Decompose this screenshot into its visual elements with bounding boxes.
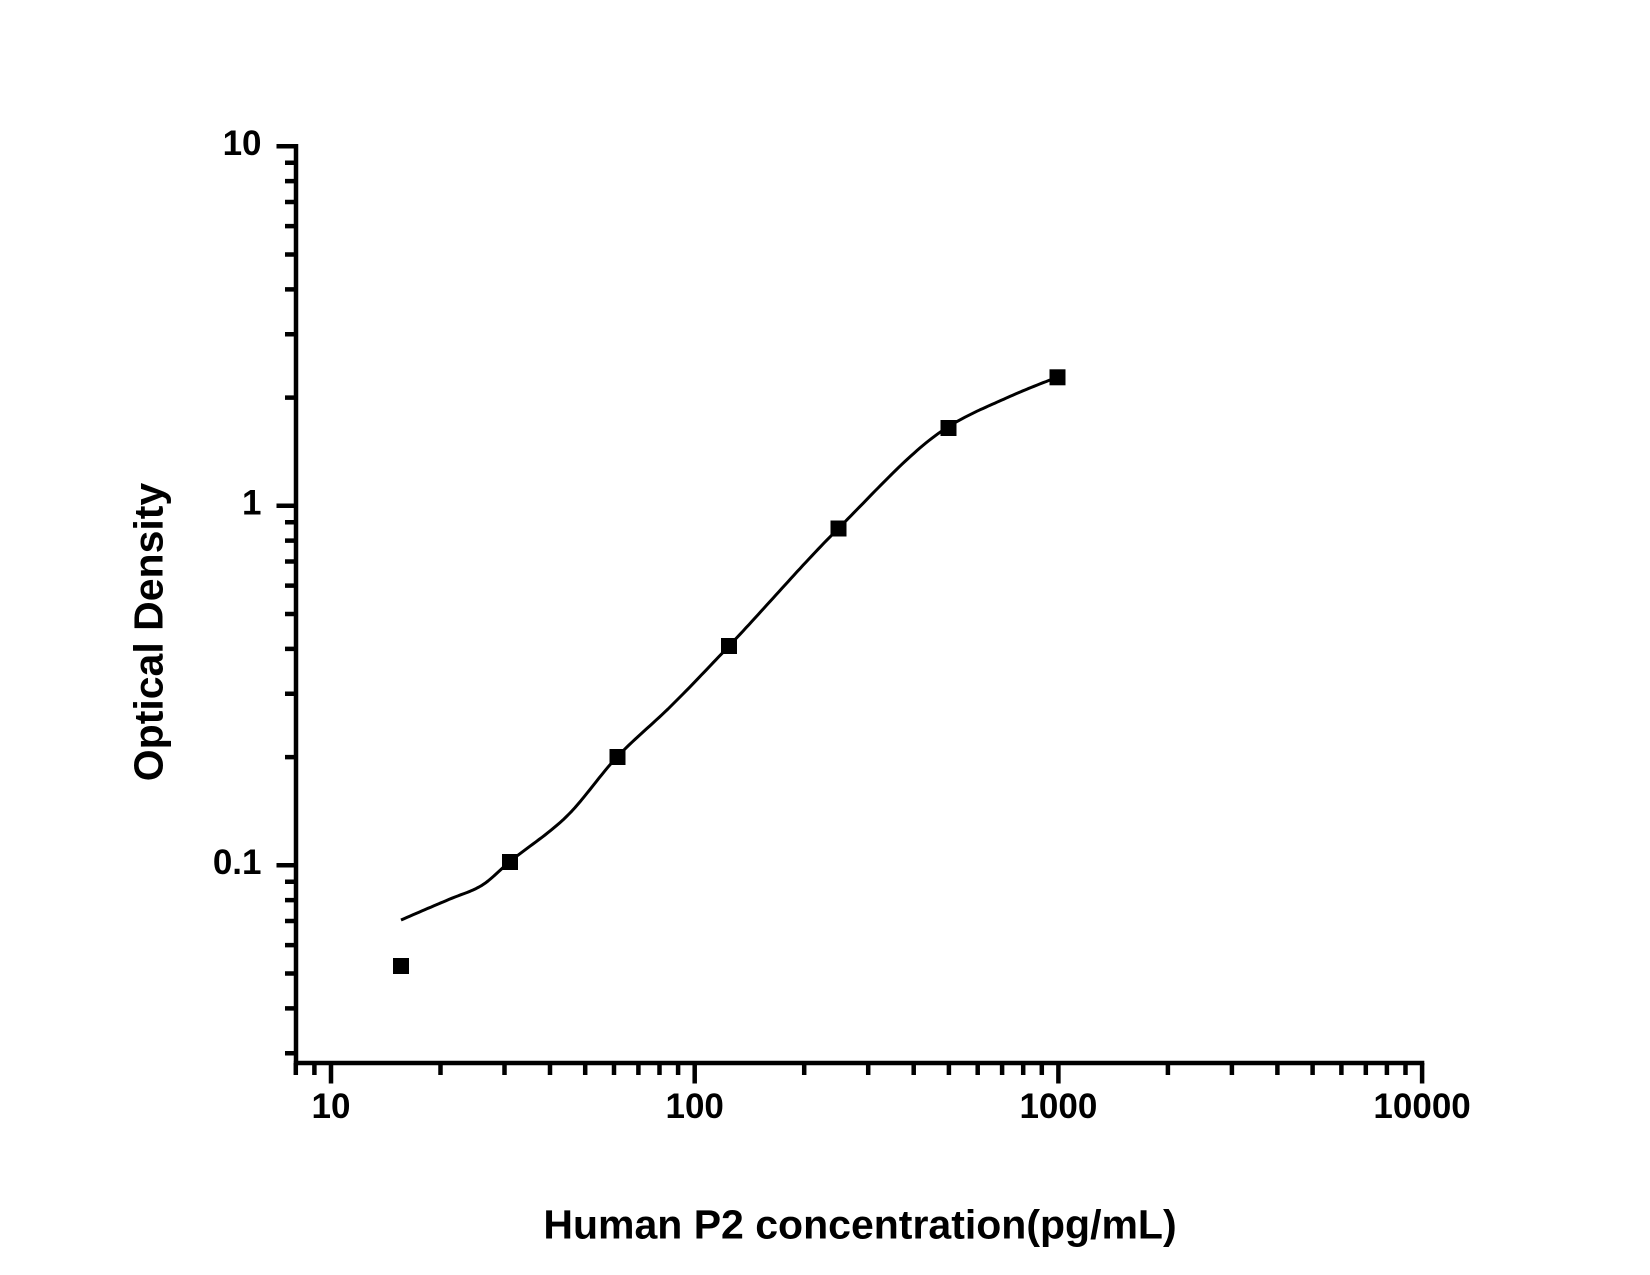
svg-text:10: 10 (312, 1087, 351, 1126)
svg-text:10: 10 (223, 124, 262, 163)
svg-text:Human P2 concentration(pg/mL): Human P2 concentration(pg/mL) (543, 1202, 1176, 1248)
svg-text:1: 1 (242, 484, 261, 523)
svg-text:10000: 10000 (1373, 1087, 1470, 1126)
svg-text:1000: 1000 (1019, 1087, 1097, 1126)
svg-text:100: 100 (665, 1087, 723, 1126)
svg-text:Optical Density: Optical Density (126, 483, 172, 782)
svg-text:0.1: 0.1 (213, 843, 262, 882)
